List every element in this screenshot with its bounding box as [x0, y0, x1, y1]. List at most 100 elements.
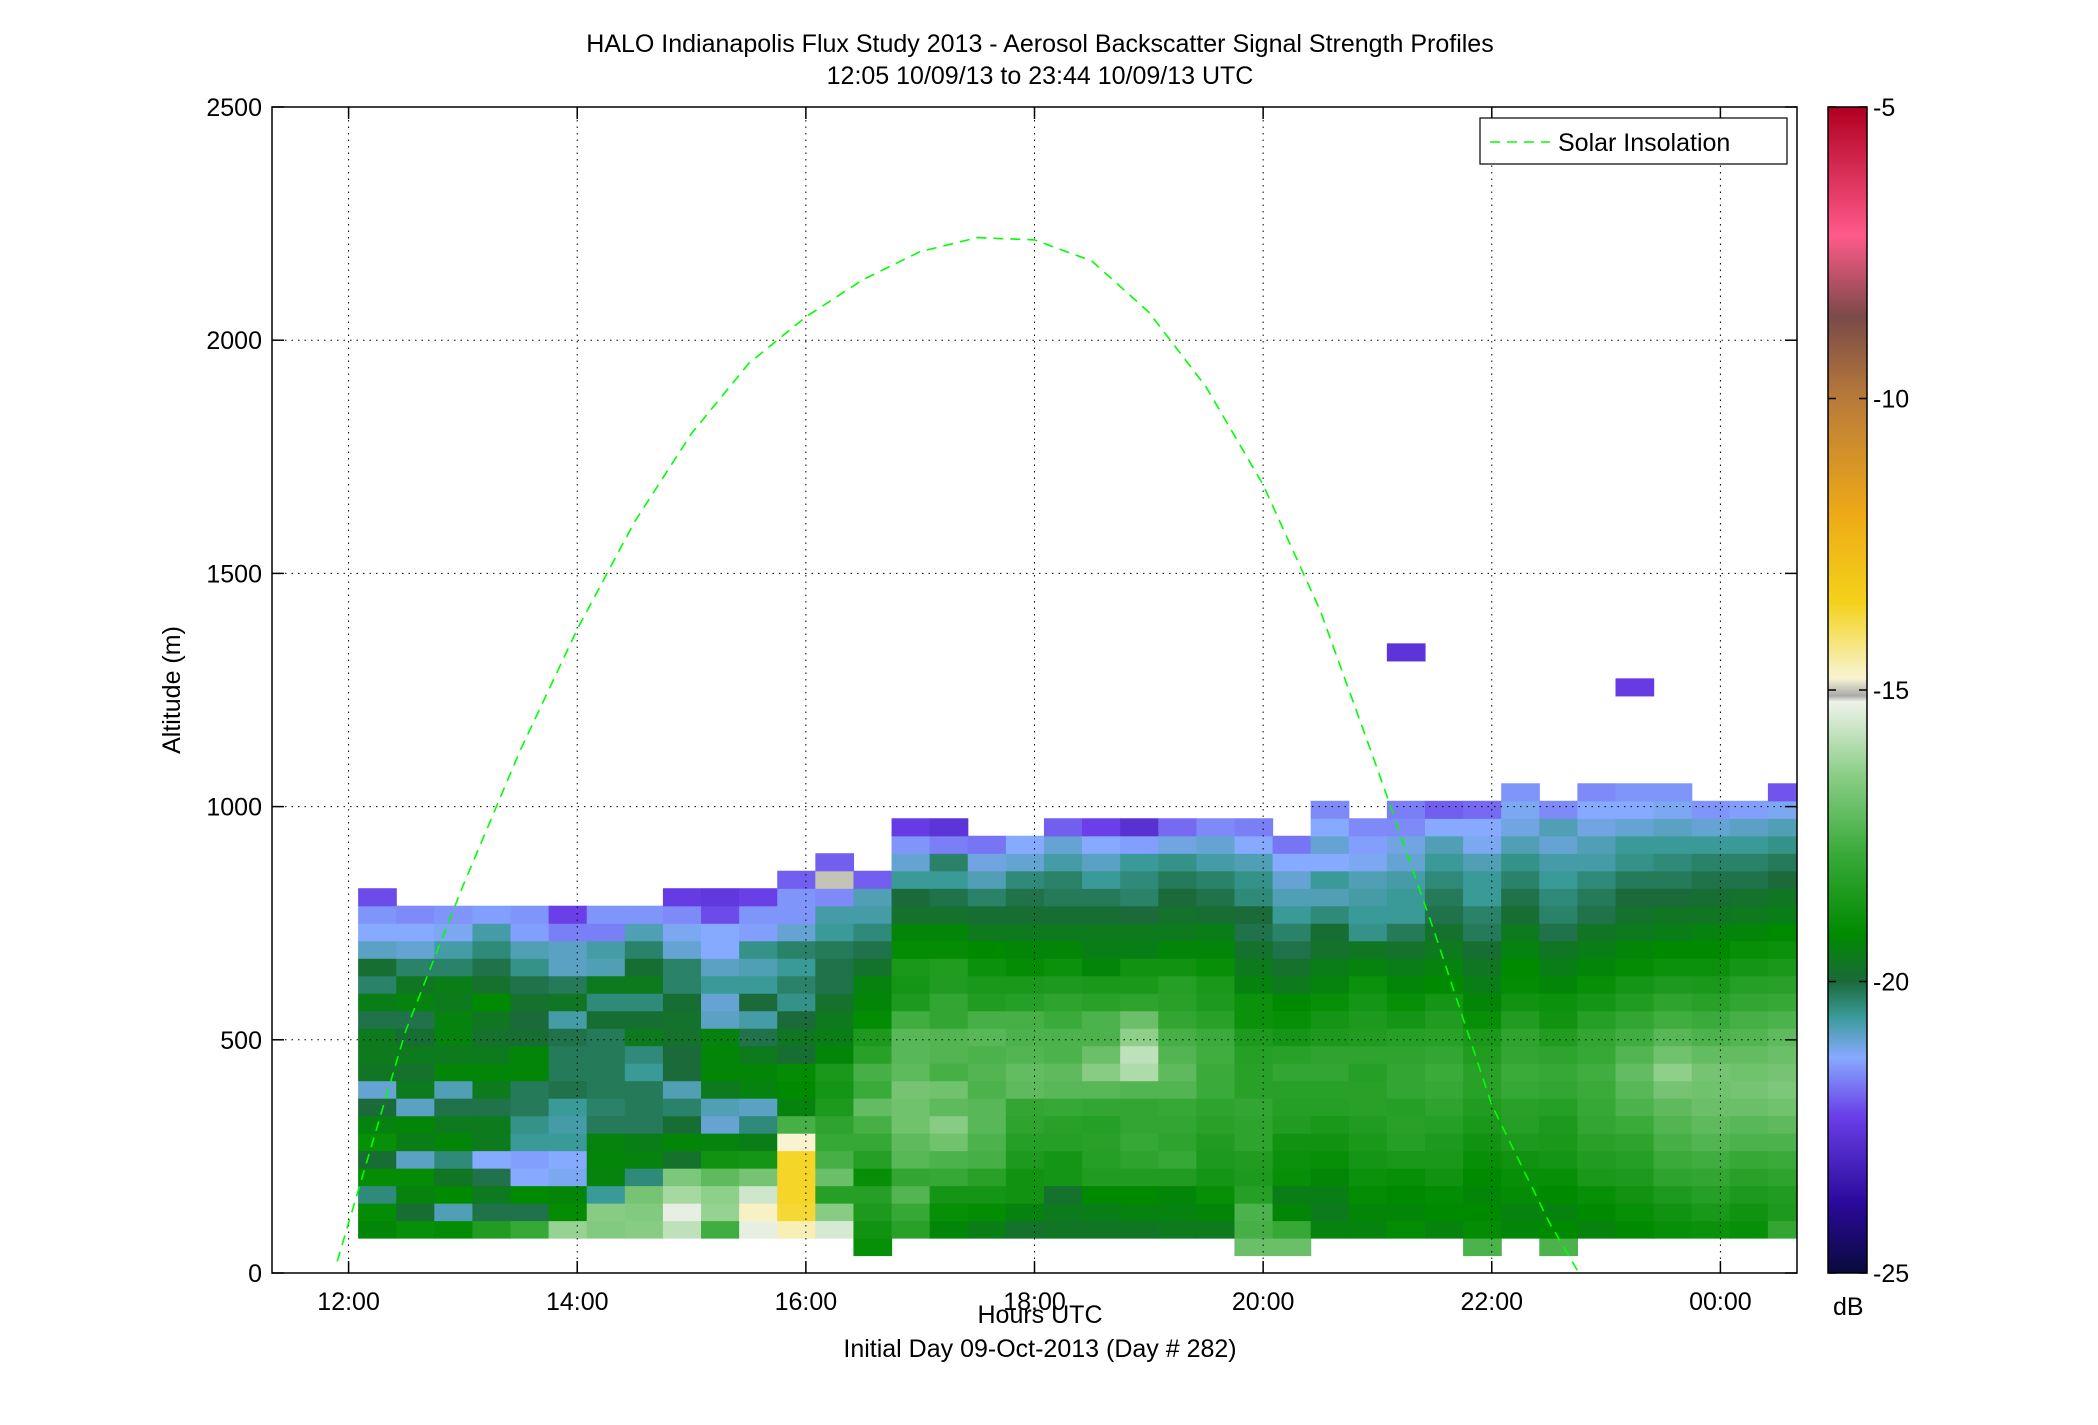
heatmap-cell — [1539, 1063, 1578, 1082]
heatmap-cell — [548, 1045, 588, 1064]
heatmap-cell — [1729, 1185, 1769, 1204]
heatmap-cell — [1767, 1220, 1797, 1239]
heatmap-cell — [929, 1203, 969, 1222]
heatmap-cell — [586, 975, 626, 994]
heatmap-cell — [1234, 1045, 1274, 1064]
heatmap-cell — [1577, 1150, 1617, 1169]
heatmap-cell — [1615, 1010, 1655, 1029]
heatmap-cell — [739, 905, 778, 924]
heatmap-cell — [1120, 1168, 1159, 1187]
heatmap-cell — [1424, 940, 1464, 959]
heatmap-cell — [967, 1150, 1007, 1169]
heatmap-cell — [434, 1063, 474, 1082]
heatmap-cell — [1539, 888, 1578, 907]
heatmap-cell — [586, 1133, 626, 1152]
heatmap-cell — [624, 975, 664, 994]
heatmap-cell — [434, 1133, 474, 1152]
heatmap-cell — [1767, 818, 1797, 837]
heatmap-cell — [1539, 958, 1578, 977]
heatmap-cell — [1082, 993, 1121, 1012]
heatmap-cell — [1386, 1150, 1426, 1169]
heatmap-cell — [815, 1080, 855, 1099]
heatmap-cell — [1272, 1168, 1312, 1187]
heatmap-cell — [1082, 1045, 1121, 1064]
heatmap-cell — [815, 1203, 855, 1222]
heatmap-cell — [701, 1115, 740, 1134]
heatmap-cell — [1424, 888, 1464, 907]
heatmap-cell — [1653, 870, 1693, 889]
heatmap-cell — [434, 1150, 474, 1169]
heatmap-cell — [396, 975, 435, 994]
heatmap-cell — [967, 1045, 1007, 1064]
heatmap-cell — [853, 1238, 893, 1257]
heatmap-cell — [1158, 1063, 1197, 1082]
heatmap-cell — [396, 958, 435, 977]
heatmap-cell — [1729, 870, 1769, 889]
heatmap-cell — [929, 1168, 969, 1187]
x-tick-label: 22:00 — [1460, 1288, 1523, 1316]
heatmap-cell — [1691, 853, 1731, 872]
heatmap-cell — [1539, 1115, 1578, 1134]
heatmap-cell — [777, 1098, 816, 1117]
heatmap-cell — [662, 1203, 702, 1222]
heatmap-cell — [510, 1185, 550, 1204]
heatmap-cell — [1043, 975, 1083, 994]
heatmap-cell — [1577, 800, 1617, 819]
heatmap-cell — [1043, 1168, 1083, 1187]
heatmap-cell — [891, 958, 931, 977]
heatmap-cell — [1653, 1063, 1693, 1082]
x-tick-label: 12:00 — [317, 1288, 380, 1316]
heatmap-cell — [1615, 1150, 1655, 1169]
heatmap-cell — [1386, 1080, 1426, 1099]
heatmap-cell — [1577, 1115, 1617, 1134]
heatmap-cell — [1196, 993, 1236, 1012]
heatmap-cell — [1539, 870, 1578, 889]
heatmap-cell — [1691, 905, 1731, 924]
heatmap-cell — [1653, 818, 1693, 837]
heatmap-cell — [1196, 1133, 1236, 1152]
heatmap-cell — [853, 1098, 893, 1117]
heatmap-cell — [891, 1010, 931, 1029]
heatmap-cell — [1310, 1063, 1350, 1082]
heatmap-cell — [853, 1028, 893, 1047]
y-tick-label: 2000 — [206, 327, 262, 355]
heatmap-cell — [1234, 853, 1274, 872]
heatmap-cell — [1348, 975, 1388, 994]
heatmap-cell — [1005, 1185, 1045, 1204]
heatmap-cell — [1348, 905, 1388, 924]
heatmap-cell — [1082, 1133, 1121, 1152]
heatmap-cell — [1005, 958, 1045, 977]
heatmap-cell — [1615, 1063, 1655, 1082]
heatmap-cell — [1120, 1045, 1159, 1064]
heatmap-cell — [1501, 800, 1540, 819]
heatmap-cell — [1615, 1115, 1655, 1134]
heatmap-cell — [929, 870, 969, 889]
heatmap-cell — [1234, 1028, 1274, 1047]
heatmap-cell — [1691, 1133, 1731, 1152]
heatmap-cell — [929, 975, 969, 994]
heatmap-cell — [1196, 1115, 1236, 1134]
heatmap-cell — [1463, 1115, 1502, 1134]
heatmap-cell — [510, 1010, 550, 1029]
heatmap-cell — [967, 940, 1007, 959]
heatmap-cell — [1386, 800, 1426, 819]
heatmap-cell — [1158, 870, 1197, 889]
heatmap-cell — [434, 1203, 474, 1222]
heatmap-cell — [472, 975, 512, 994]
heatmap-cell — [1348, 1010, 1388, 1029]
heatmap-cell — [434, 958, 474, 977]
heatmap-cell — [1082, 975, 1121, 994]
heatmap-cell — [358, 1133, 397, 1152]
heatmap-cell — [1234, 870, 1274, 889]
heatmap-cell — [1463, 958, 1502, 977]
heatmap-cell — [358, 940, 397, 959]
heatmap-cell — [472, 1010, 512, 1029]
heatmap-cell — [929, 1028, 969, 1047]
heatmap-cell — [1005, 905, 1045, 924]
heatmap-cell — [1158, 993, 1197, 1012]
heatmap-cell — [548, 1080, 588, 1099]
heatmap-cell — [1158, 1185, 1197, 1204]
heatmap-cell — [967, 1203, 1007, 1222]
heatmap-cell — [1234, 1168, 1274, 1187]
heatmap-cell — [701, 1185, 740, 1204]
